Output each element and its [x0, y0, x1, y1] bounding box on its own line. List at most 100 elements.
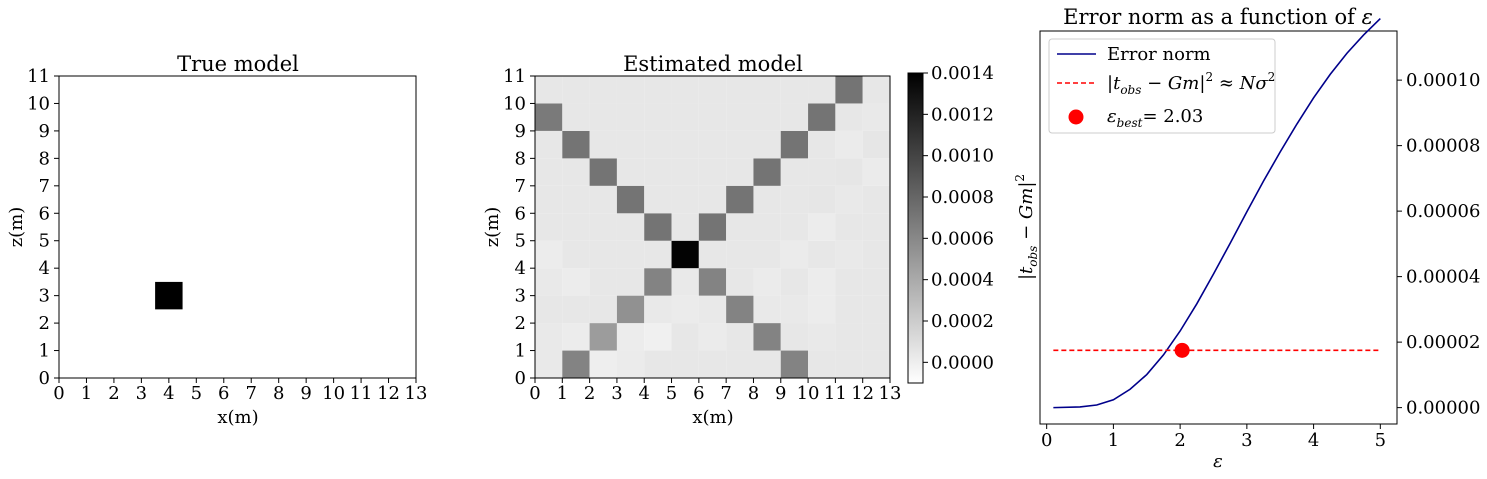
estimated-model-cell [671, 76, 699, 104]
estimated-model-cell [753, 185, 781, 214]
true-model-x-tick-label: 1 [81, 383, 92, 404]
estimated-model-cell [562, 268, 590, 296]
estimated-model-cell [535, 103, 563, 131]
estimated-model-cell [835, 185, 863, 214]
true-model-y-tick-label: 8 [39, 148, 50, 169]
estimated-model-y-tick-label: 7 [515, 176, 526, 197]
estimated-model-cell [808, 268, 836, 296]
estimated-model-xlabel: x(m) [692, 407, 733, 428]
true-model-y-tick-label: 7 [39, 176, 50, 197]
true-model-x-tick-label: 0 [53, 383, 64, 404]
estimated-model-cell [535, 268, 563, 296]
estimated-model-cell [862, 130, 890, 159]
estimated-model-cell [726, 295, 754, 324]
error-norm-y-tick-label: 0.00002 [1406, 332, 1480, 353]
colorbar-tick-label: 0.0008 [931, 187, 994, 208]
true-model-x-tick-label: 12 [377, 383, 400, 404]
estimated-model-cell [808, 130, 836, 159]
estimated-model-x-tick-label: 5 [666, 383, 677, 404]
estimated-model-cell [562, 295, 590, 324]
estimated-model-cell [698, 185, 727, 214]
true-model-y-tick-label: 6 [39, 203, 50, 224]
estimated-model-cell [835, 350, 863, 378]
error-norm-x-tick-label: 5 [1375, 430, 1386, 451]
true-model-x-tick-label: 2 [108, 383, 119, 404]
estimated-model-cell [589, 158, 617, 186]
estimated-model-cell [644, 350, 672, 378]
estimated-model-cell [535, 130, 563, 159]
estimated-model-cell [562, 130, 590, 159]
estimated-model-cell [616, 213, 645, 241]
error-norm-y-tick-label: 0.00006 [1406, 201, 1480, 222]
estimated-model-x-tick-label: 2 [584, 383, 595, 404]
estimated-model-cell [862, 213, 890, 241]
estimated-model-cell [726, 240, 754, 269]
true-model-xlabel: x(m) [217, 407, 258, 428]
error-norm-frame [1039, 30, 1398, 425]
estimated-model-cell [698, 350, 727, 378]
estimated-model-cell [808, 350, 836, 378]
colorbar [907, 72, 924, 384]
true-model-x-tick-label: 7 [246, 383, 257, 404]
estimated-model-cell [535, 158, 563, 186]
legend-box [1048, 38, 1276, 134]
estimated-model-cell [698, 323, 727, 351]
estimated-model-cell [753, 158, 781, 186]
estimated-model-cell [780, 240, 809, 269]
estimated-model-cell [616, 323, 645, 351]
estimated-model-cell [616, 350, 645, 378]
estimated-model-cell [616, 103, 645, 131]
estimated-model-cell [562, 350, 590, 378]
estimated-model-cell [535, 240, 563, 269]
estimated-model-cell [616, 76, 645, 104]
estimated-model-cell [616, 158, 645, 186]
estimated-model-cell [671, 350, 699, 378]
estimated-model-cell [780, 76, 809, 104]
estimated-model-cell [589, 185, 617, 214]
estimated-model-cell [698, 158, 727, 186]
error-norm-x-tick-label: 1 [1108, 430, 1119, 451]
estimated-model-cell [589, 350, 617, 378]
estimated-model-y-tick-label: 11 [503, 66, 526, 87]
estimated-model-cell [535, 323, 563, 351]
true-model-x-tick-label: 13 [405, 383, 428, 404]
estimated-model-y-ticks: 0 1 2 3 4 5 6 7 8 9 10 11 [503, 66, 535, 389]
true-model-y-tick-label: 1 [39, 341, 50, 362]
estimated-model-cell [616, 185, 645, 214]
estimated-model-cell [780, 350, 809, 378]
estimated-model-cell [562, 323, 590, 351]
estimated-model-cell [535, 350, 563, 378]
estimated-model-cell [589, 76, 617, 104]
estimated-model-cell [698, 76, 727, 104]
estimated-model-x-tick-label: 6 [693, 383, 704, 404]
estimated-model-cell [808, 76, 836, 104]
error-norm-y-ticks: 0.00000 0.00002 0.00004 0.00006 0.00008 0.000… [1397, 70, 1480, 419]
estimated-model-x-tick-label: 3 [611, 383, 622, 404]
estimated-model-cell [862, 268, 890, 296]
estimated-model-y-tick-label: 5 [515, 231, 526, 252]
estimated-model-cell [644, 240, 672, 269]
estimated-model-cell [644, 103, 672, 131]
estimated-model-cell [726, 103, 754, 131]
estimated-model-cell [780, 323, 809, 351]
estimated-model-cell [671, 323, 699, 351]
estimated-model-cell [862, 103, 890, 131]
legend-label-best: εbest= 2.03 [1107, 106, 1203, 130]
estimated-model-cell [671, 103, 699, 131]
error-norm-y-tick-label: 0.00008 [1406, 136, 1480, 157]
error-norm-y-tick-label: 0.00010 [1406, 70, 1480, 91]
estimated-model-x-tick-label: 11 [824, 383, 847, 404]
estimated-model-cell [862, 240, 890, 269]
estimated-model-title: Estimated model [623, 52, 803, 76]
estimated-model-cell [562, 240, 590, 269]
estimated-model-cell [616, 268, 645, 296]
best-epsilon-point [1174, 342, 1190, 358]
estimated-model-cell [644, 323, 672, 351]
true-model-y-tick-label: 3 [39, 286, 50, 307]
estimated-model-y-tick-label: 8 [515, 148, 526, 169]
estimated-model-x-ticks: 0 1 2 3 4 5 6 7 8 9 10 11 12 13 [529, 378, 901, 404]
estimated-model-cell [808, 213, 836, 241]
error-norm-ylabel: |tobs − Gm|2 [1013, 174, 1040, 280]
estimated-model-frame [534, 75, 891, 379]
